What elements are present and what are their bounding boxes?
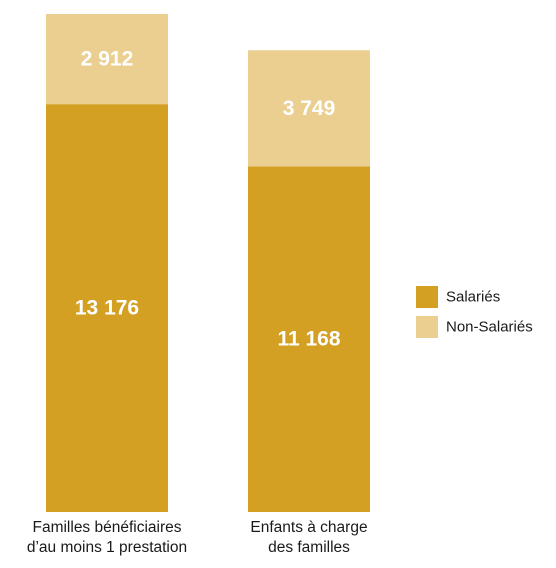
bar-salaries-2 [248,166,370,513]
bar-non-salaries-1 [46,14,168,105]
bar-labels-layer: 13 176 2 912 11 168 3 749 [75,48,341,351]
legend: Salariés Non-Salariés [416,286,533,338]
category-label-1-line-2: d’au moins 1 prestation [27,539,187,556]
category-label-2-line-1: Enfants à charge [250,519,367,536]
bar-value-label-non-salaries-1: 2 912 [81,48,134,71]
category-label-2-line-2: des familles [268,539,350,556]
bar-value-label-salaries-2: 11 168 [277,328,340,351]
bar-value-label-salaries-1: 13 176 [75,297,139,320]
legend-swatch-non-salaries [416,316,438,338]
legend-label-non-salaries: Non-Salariés [446,319,533,336]
legend-swatch-salaries [416,286,438,308]
bar-value-label-non-salaries-2: 3 749 [283,97,336,120]
bar-salaries-1 [46,104,168,512]
category-labels-layer: Familles bénéficiaires d’au moins 1 prest… [27,519,368,556]
legend-label-salaries: Salariés [446,289,500,306]
bars-layer [46,14,370,513]
bar-non-salaries-2 [248,50,370,167]
category-label-1-line-1: Familles bénéficiaires [32,519,181,536]
